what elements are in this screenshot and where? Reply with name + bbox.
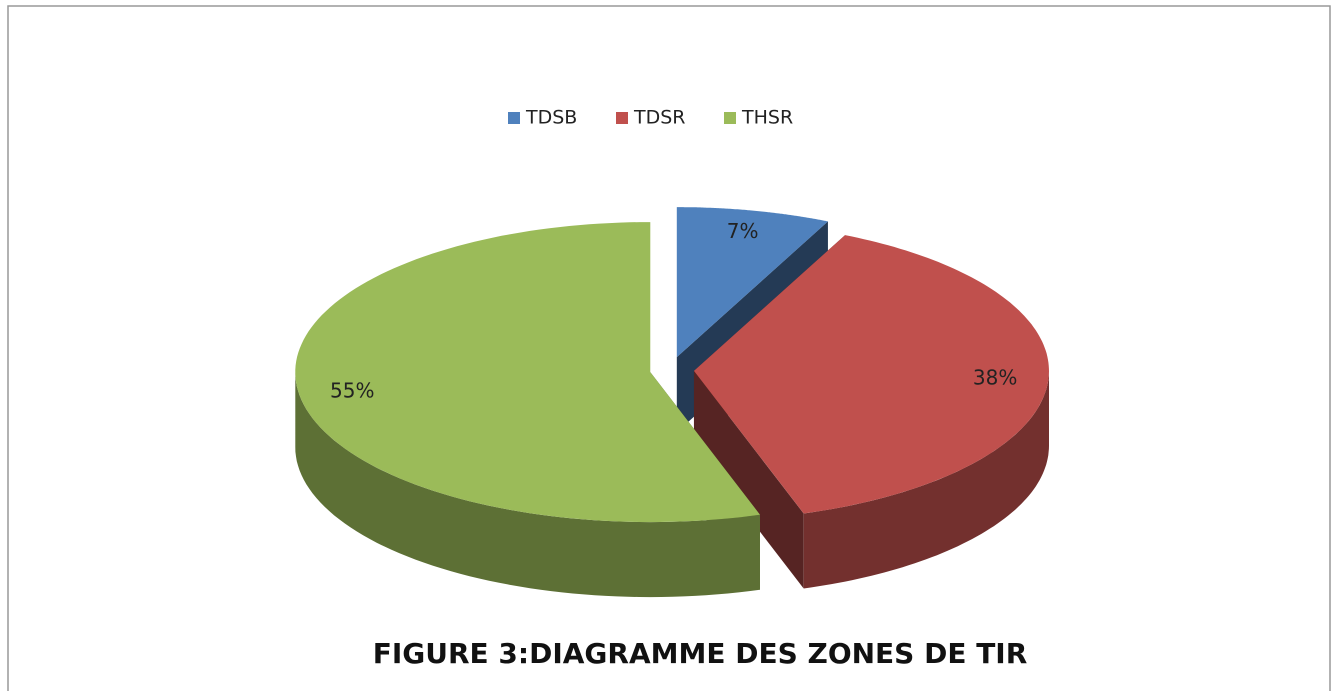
chart-title: FIGURE 3:DIAGRAMME DES ZONES DE TIR [373,637,1028,670]
legend-swatch [616,112,628,124]
slice [676,207,828,358]
value-label: 55% [330,379,374,403]
slice [693,235,1049,514]
slice-inner-wall [693,370,804,589]
legend-swatch [508,112,520,124]
value-label: 7% [727,219,759,243]
slice-side [803,370,1049,589]
legend-label: TDSR [633,107,686,129]
legend-label: THSR [741,107,793,129]
legend-swatch [724,112,736,124]
value-label: 38% [973,365,1017,389]
legend-label: TDSB [525,107,577,129]
slice-side [295,372,760,598]
slice [295,222,760,523]
